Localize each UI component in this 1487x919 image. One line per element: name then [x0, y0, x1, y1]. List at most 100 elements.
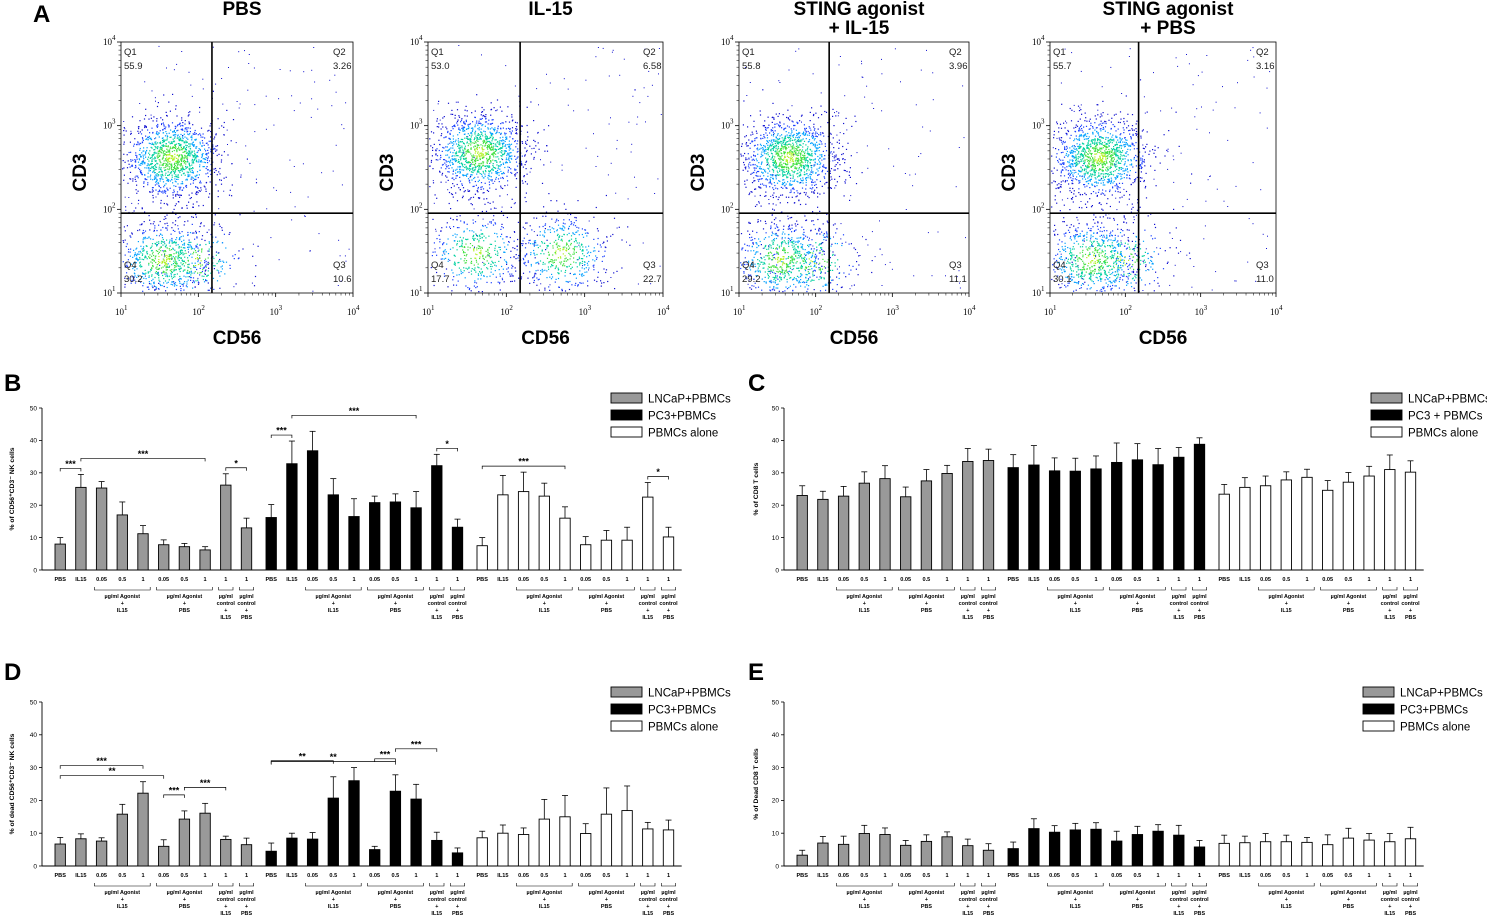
flow-event	[751, 141, 753, 143]
flow-event	[161, 150, 163, 152]
flow-event	[442, 243, 444, 245]
flow-event	[455, 177, 457, 179]
flow-event	[159, 130, 161, 132]
flow-event	[178, 138, 180, 140]
flow-event	[198, 148, 200, 150]
flow-event	[199, 133, 201, 135]
flow-event	[600, 246, 602, 248]
flow-event	[466, 137, 468, 139]
flow-event	[459, 162, 461, 164]
flow-event	[512, 138, 514, 140]
flow-event	[138, 128, 140, 130]
flow-event	[448, 137, 450, 139]
flow-event	[502, 127, 504, 129]
flow-event	[498, 246, 500, 248]
flow-event	[792, 158, 794, 160]
flow-event	[496, 236, 499, 238]
flow-event	[463, 231, 465, 233]
flow-event	[484, 145, 486, 147]
flow-event	[573, 110, 575, 112]
flow-event	[457, 138, 459, 140]
flow-event	[781, 170, 783, 172]
flow-event	[155, 152, 157, 154]
flow-event	[583, 261, 586, 263]
flow-event	[169, 154, 171, 156]
flow-event	[183, 261, 185, 263]
flow-event	[514, 140, 517, 142]
flow-event	[487, 250, 489, 252]
flow-event	[430, 131, 433, 133]
flow-event	[201, 271, 203, 273]
flow-event	[129, 255, 131, 257]
flow-event	[443, 250, 445, 252]
flow-event	[180, 165, 182, 167]
flow-event	[601, 282, 603, 284]
flow-event	[795, 154, 797, 156]
flow-event	[458, 161, 460, 163]
flow-event	[833, 169, 835, 171]
flow-event	[560, 257, 562, 259]
flow-event	[845, 148, 848, 150]
flow-event	[494, 223, 497, 225]
flow-event	[473, 157, 475, 159]
flow-event	[660, 114, 662, 115]
flow-event	[514, 168, 516, 170]
flow-event	[290, 191, 292, 193]
flow-event	[460, 258, 462, 260]
flow-event	[487, 175, 489, 177]
flow-event	[528, 239, 530, 242]
flow-event	[827, 187, 829, 189]
flow-event	[767, 127, 769, 129]
flow-event	[802, 179, 804, 181]
flow-event	[209, 170, 211, 172]
flow-event	[574, 273, 576, 275]
flow-event	[124, 239, 126, 241]
flow-event	[455, 236, 457, 238]
flow-event	[511, 116, 513, 118]
flow-event	[151, 191, 153, 193]
flow-event	[148, 237, 150, 239]
flow-event	[498, 174, 500, 176]
flow-event	[440, 181, 442, 183]
flow-event	[447, 258, 450, 260]
flow-event	[165, 160, 167, 162]
flow-event	[778, 125, 780, 127]
flow-event	[160, 240, 163, 242]
flow-event	[150, 139, 153, 141]
flow-event	[175, 220, 177, 222]
flow-event	[482, 233, 484, 235]
flow-event	[189, 154, 191, 156]
flow-event	[134, 265, 136, 267]
flow-event	[123, 174, 125, 176]
flow-event	[151, 162, 153, 164]
flow-event	[126, 272, 128, 274]
flow-event	[175, 266, 177, 268]
flow-event	[452, 147, 454, 149]
flow-event	[482, 165, 484, 167]
flow-event	[148, 236, 150, 238]
flow-event	[205, 190, 207, 192]
flow-event	[800, 153, 802, 156]
flow-event	[183, 224, 185, 226]
flow-event	[465, 243, 467, 245]
flow-event	[573, 222, 575, 224]
flow-event	[473, 264, 475, 266]
flow-event	[461, 155, 463, 157]
flow-event	[551, 264, 553, 266]
flow-event	[500, 123, 502, 125]
flow-event	[497, 125, 499, 127]
flow-event	[191, 223, 193, 225]
flow-event	[191, 171, 193, 174]
flow-event	[188, 71, 190, 73]
flow-event	[176, 161, 178, 163]
flow-event	[195, 178, 197, 180]
flow-event	[462, 174, 464, 176]
flow-event	[181, 117, 183, 119]
flow-event	[752, 158, 754, 160]
flow-event	[473, 247, 475, 249]
flow-event	[476, 249, 478, 251]
flow-event	[616, 270, 618, 272]
flow-event	[252, 243, 254, 245]
flow-event	[235, 283, 237, 285]
flow-event	[772, 164, 774, 166]
